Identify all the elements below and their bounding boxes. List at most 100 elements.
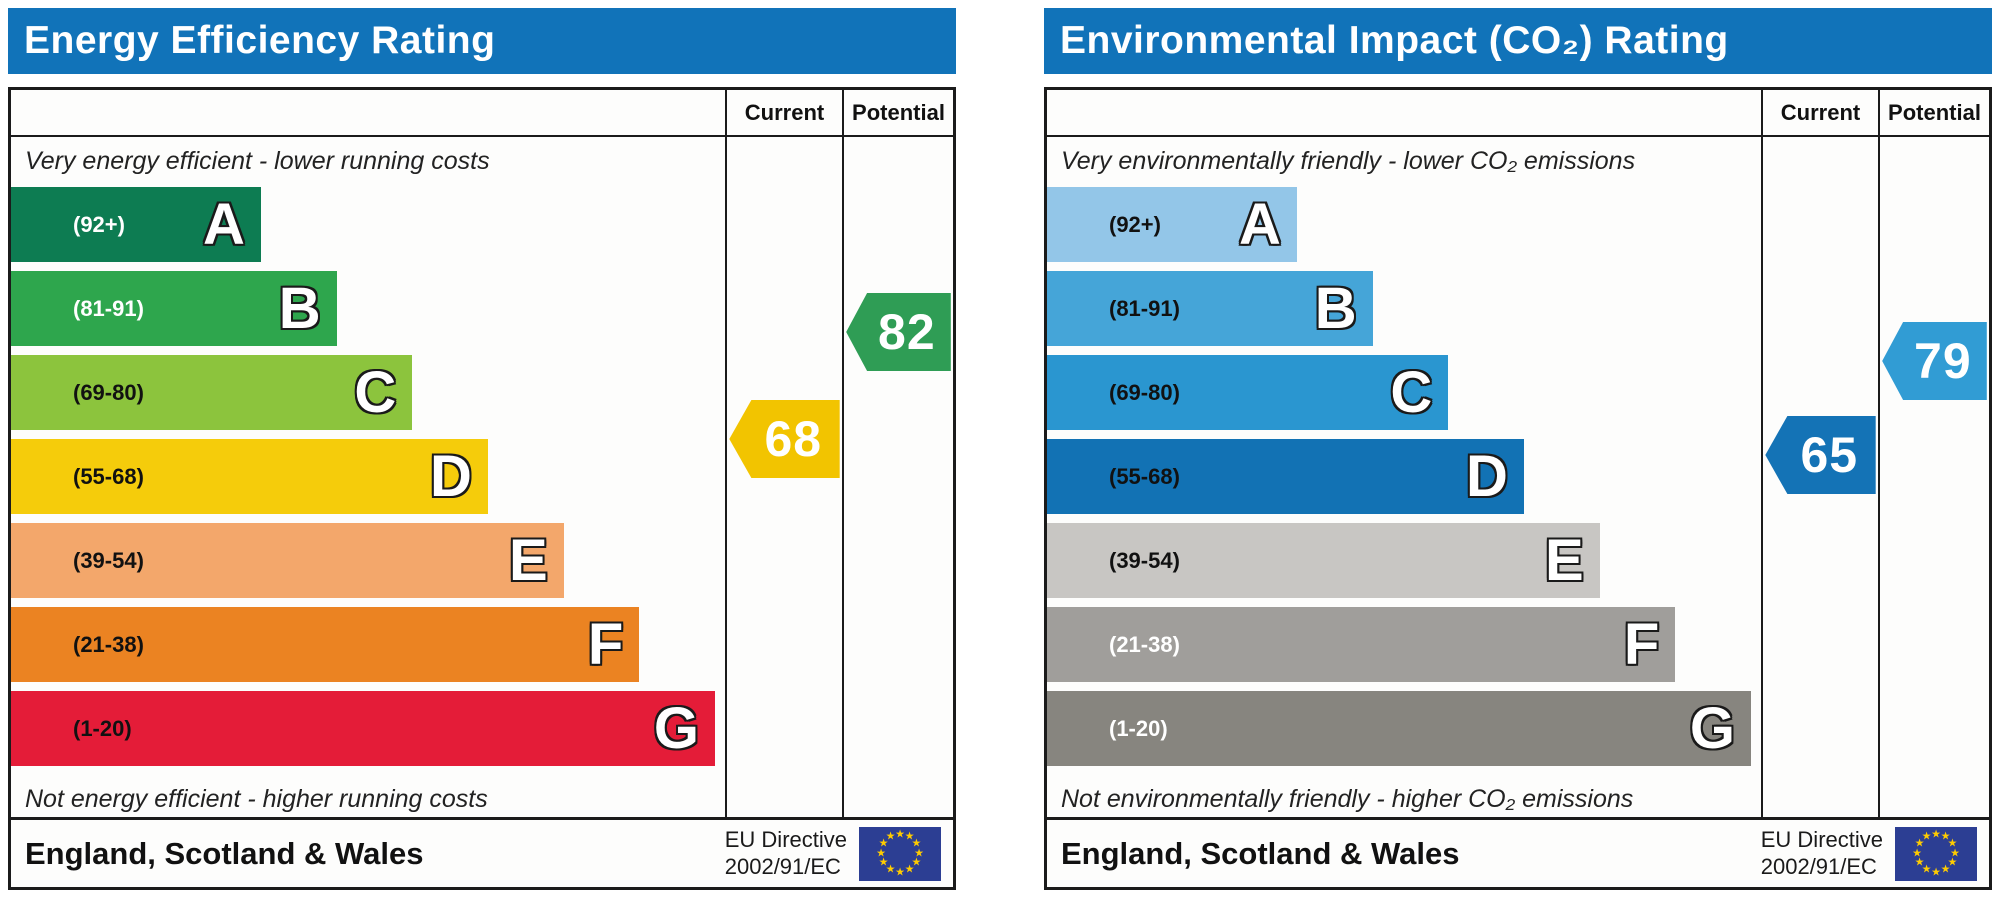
band-range-label: (81-91) [73,295,144,321]
band-letter: E [1544,527,1584,593]
potential-column: 82 [842,137,953,817]
eu-flag-star: ★ [895,866,905,878]
band-bar-F: (21-38) F [11,607,640,682]
bottom-caption: Not environmentally friendly - higher CO… [1061,785,1634,813]
band-row-A: (92+) A [1047,187,1761,262]
band-bar-A: (92+) A [11,187,261,262]
panel-header-bar: Energy Efficiency Rating [8,8,956,74]
band-bar-A: (92+) A [1047,187,1297,262]
current-rating-value: 65 [1800,427,1859,483]
rating-table: Current Potential Very environmentally f… [1044,87,1992,890]
top-caption: Very energy efficient - lower running co… [25,147,490,175]
band-range-label: (92+) [1109,211,1161,237]
potential-rating-value: 79 [1914,333,1972,389]
band-row-B: (81-91) B [1047,271,1761,346]
eu-flag-star: ★ [911,837,922,850]
eu-flag-star: ★ [1947,837,1958,850]
band-bar-G: (1-20) G [1047,691,1751,766]
panel-header-bar: Environmental Impact (CO₂) Rating [1044,8,1992,74]
eu-directive-line2: 2002/91/EC [724,853,841,879]
band-letter: C [1390,359,1433,425]
table-footer: England, Scotland & Wales EU Directive 2… [11,817,953,887]
head-spacer [1047,90,1761,135]
band-row-E: (39-54) E [11,523,725,598]
band-bar-D: (55-68) D [1047,439,1524,514]
eu-directive-line2: 2002/91/EC [1760,853,1877,879]
band-letter: E [508,527,548,593]
band-range-label: (1-20) [73,715,132,741]
environmental-impact-panel: Environmental Impact (CO₂) Rating Curren… [1044,8,1992,890]
band-letter: G [1689,695,1735,761]
panel-title: Environmental Impact (CO₂) Rating [1060,19,1729,62]
band-letter: F [1623,611,1660,677]
band-bar-D: (55-68) D [11,439,488,514]
current-rating-arrow: 65 [1765,416,1876,494]
panel-title: Energy Efficiency Rating [24,19,496,62]
potential-column: 79 [1878,137,1989,817]
eu-directive-label: EU Directive 2002/91/EC [725,827,859,880]
table-footer: England, Scotland & Wales EU Directive 2… [1047,817,1989,887]
band-row-G: (1-20) G [1047,691,1761,766]
eu-flag-star: ★ [876,847,886,859]
band-range-label: (21-38) [1109,631,1180,657]
band-row-D: (55-68) D [1047,439,1761,514]
band-chart-area: Very environmentally friendly - lower CO… [1047,137,1761,817]
energy-efficiency-panel: Energy Efficiency Rating Current Potenti… [8,8,956,890]
band-letter: B [1314,275,1357,341]
eu-flag-star: ★ [1947,856,1958,869]
band-row-A: (92+) A [11,187,725,262]
potential-column-header: Potential [1878,90,1989,135]
eu-directive-label: EU Directive 2002/91/EC [1761,827,1895,880]
table-head: Current Potential [11,90,953,137]
band-letter: C [354,359,397,425]
band-range-label: (39-54) [73,547,144,573]
eu-flag-star: ★ [1921,863,1932,876]
eu-flag-star: ★ [895,828,905,840]
band-row-G: (1-20) G [11,691,725,766]
band-bar-E: (39-54) E [11,523,564,598]
footer-region-label: England, Scotland & Wales [25,835,424,871]
band-row-E: (39-54) E [1047,523,1761,598]
eu-flag-star: ★ [1950,847,1960,859]
band-letter: B [278,275,321,341]
rating-table: Current Potential Very energy efficient … [8,87,956,890]
band-row-F: (21-38) F [11,607,725,682]
band-row-D: (55-68) D [11,439,725,514]
band-chart-area: Very energy efficient - lower running co… [11,137,725,817]
eu-flag-star: ★ [904,830,915,843]
band-range-label: (21-38) [73,631,144,657]
eu-flag-star: ★ [1931,866,1941,878]
band-bar-F: (21-38) F [1047,607,1676,682]
eu-flag-star: ★ [914,847,924,859]
table-body: Very environmentally friendly - lower CO… [1047,137,1989,817]
current-rating-arrow: 68 [729,400,840,478]
eu-flag-star: ★ [885,863,896,876]
eu-flag-star: ★ [1940,863,1951,876]
band-range-label: (69-80) [1109,379,1180,405]
band-row-B: (81-91) B [11,271,725,346]
footer-region-label: England, Scotland & Wales [1061,835,1460,871]
eu-flag-star: ★ [1914,837,1925,850]
eu-flag-star: ★ [1921,830,1932,843]
band-row-C: (69-80) C [11,355,725,430]
eu-flag-icon: ★ ★ ★ ★ ★ ★ ★ ★ ★ ★ ★ ★ [1895,826,1977,881]
table-body: Very energy efficient - lower running co… [11,137,953,817]
eu-flag-icon: ★ ★ ★ ★ ★ ★ ★ ★ ★ ★ ★ ★ [859,826,941,881]
table-head: Current Potential [1047,90,1989,137]
band-row-F: (21-38) F [1047,607,1761,682]
potential-column-header: Potential [842,90,953,135]
band-range-label: (39-54) [1109,547,1180,573]
band-letter: G [653,695,699,761]
band-range-label: (1-20) [1109,715,1168,741]
current-column: 65 [1761,137,1878,817]
band-range-label: (55-68) [73,463,144,489]
eu-flag-star: ★ [904,863,915,876]
band-letter: A [1239,191,1281,257]
band-range-label: (81-91) [1109,295,1180,321]
potential-rating-arrow: 82 [846,293,951,371]
eu-flag-star: ★ [1914,856,1925,869]
potential-rating-arrow: 79 [1882,322,1987,400]
potential-rating-value: 82 [878,304,936,360]
eu-directive-line1: EU Directive [724,827,847,853]
